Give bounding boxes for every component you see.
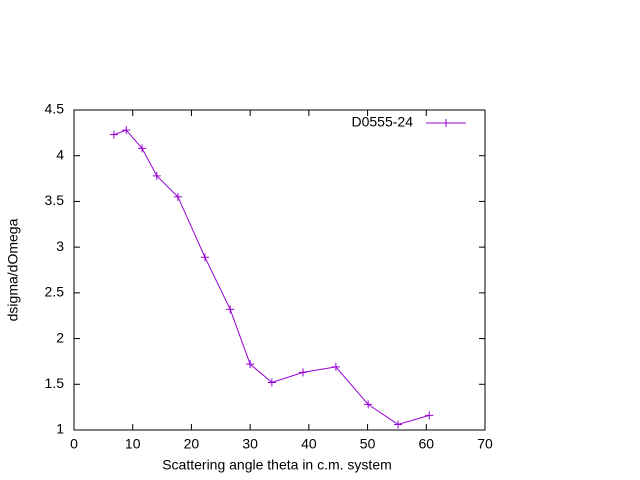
x-tick-label: 30 [242,436,258,452]
data-line [113,129,430,426]
x-tick-label: 70 [477,436,493,452]
plot-border [73,109,486,431]
y-tick-label: 2.5 [45,284,65,300]
data-point [425,411,434,420]
data-point [394,420,403,429]
y-axis-label: dsigma/dOmega [5,218,21,321]
x-tick-label: 60 [418,436,434,452]
x-tick-label: 0 [70,436,78,452]
y-tick-label: 1 [56,421,64,437]
data-point [122,126,131,135]
x-tick-label: 50 [360,436,376,452]
y-tick-label: 3 [56,238,64,254]
y-tick-label: 4 [56,146,64,162]
data-point [200,253,209,262]
x-tick-label: 20 [184,436,200,452]
data-point [298,368,307,377]
x-tick-label: 10 [125,436,141,452]
data-point [331,362,340,371]
data-point [364,400,373,409]
y-tick-label: 1.5 [45,375,65,391]
y-tick-label: 3.5 [45,192,65,208]
legend-label: D0555-24 [352,114,414,130]
data-point [226,305,235,314]
x-tick-label: 40 [301,436,317,452]
data-point [173,192,182,201]
data-point [152,171,161,180]
x-axis-label: Scattering angle theta in c.m. system [162,457,392,473]
data-point [109,130,118,139]
y-tick-label: 2 [56,329,64,345]
legend-marker [442,119,450,127]
data-point [246,360,255,369]
y-tick-label: 4.5 [45,101,65,117]
data-point [138,144,147,153]
data-point [267,378,276,387]
